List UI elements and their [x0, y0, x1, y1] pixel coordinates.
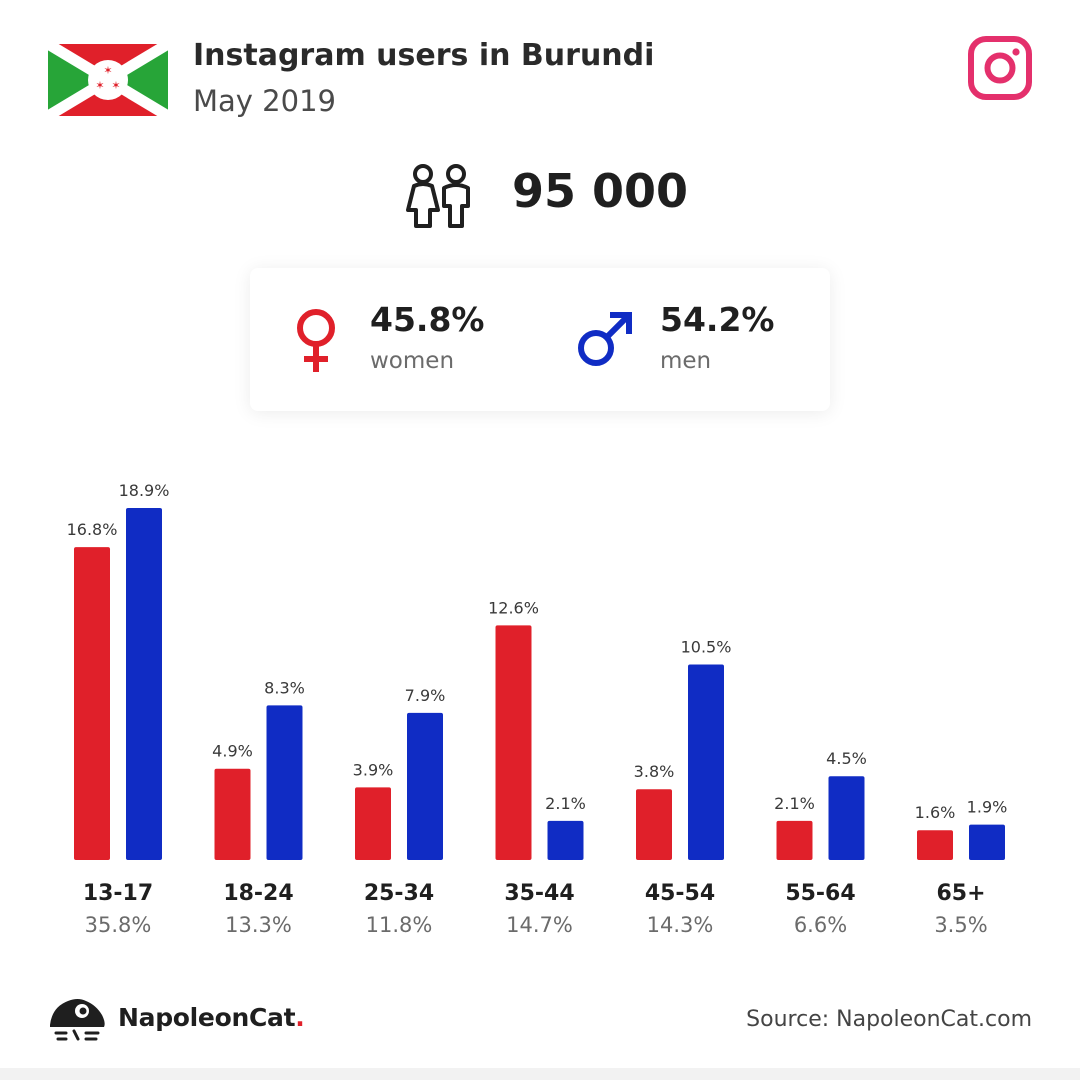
age-gender-bar-chart: 16.8% 18.9% 13-17 35.8% 4.9% 8.3% 18-24 13.3% 3.…: [67, 481, 1008, 937]
category-label: 35-44: [504, 881, 574, 906]
page-subtitle: May 2019: [193, 84, 336, 118]
men-value-label: 7.9%: [405, 686, 446, 705]
women-value-label: 2.1%: [774, 794, 815, 813]
women-value-label: 3.8%: [634, 762, 675, 781]
men-bar: [126, 508, 162, 860]
source-credit: Source: NapoleonCat.com: [746, 1007, 1032, 1032]
women-bar: [214, 768, 251, 860]
women-percent: 45.8%: [370, 300, 485, 339]
women-value-label: 1.6%: [915, 803, 956, 822]
instagram-icon: [968, 36, 1032, 100]
burundi-flag-icon: ✶ ✶ ✶: [48, 44, 168, 116]
category-label: 25-34: [364, 881, 434, 906]
page-title: Instagram users in Burundi: [193, 38, 655, 73]
svg-text:✶: ✶: [103, 64, 112, 77]
women-value-label: 3.9%: [353, 760, 394, 779]
men-bar: [547, 820, 584, 860]
category-total: 14.3%: [647, 913, 714, 937]
gender-split-card: 45.8% women 54.2% men: [250, 268, 830, 411]
category-label: 18-24: [223, 881, 293, 906]
men-bar: [688, 664, 724, 860]
napoleoncat-logo-icon: [50, 999, 105, 1041]
total-users: 95 000: [512, 164, 689, 218]
people-icon: [406, 164, 470, 228]
svg-text:✶: ✶: [95, 79, 104, 92]
category-total: 35.8%: [85, 913, 152, 937]
women-bar: [355, 787, 391, 860]
men-bar: [969, 824, 1005, 860]
men-value-label: 4.5%: [826, 749, 867, 768]
category-label: 65+: [936, 881, 985, 906]
male-symbol-icon: [578, 312, 632, 366]
category-label: 55-64: [785, 881, 855, 906]
women-value-label: 4.9%: [212, 742, 253, 761]
category-total: 14.7%: [506, 913, 573, 937]
category-total: 13.3%: [225, 913, 292, 937]
men-value-label: 10.5%: [681, 637, 732, 656]
men-bar: [266, 705, 303, 860]
women-bar: [776, 820, 813, 860]
men-value-label: 2.1%: [545, 794, 586, 813]
category-label: 13-17: [83, 881, 153, 906]
women-bar: [74, 547, 110, 860]
category-total: 6.6%: [794, 913, 847, 937]
bottom-band: [0, 1068, 1080, 1080]
men-percent: 54.2%: [660, 300, 775, 339]
brand-logo-text: NapoleonCat.: [118, 1003, 305, 1032]
brand-dot: .: [295, 1003, 305, 1032]
women-value-label: 12.6%: [488, 598, 539, 617]
female-symbol-icon: [297, 309, 335, 372]
brand-name: NapoleonCat: [118, 1003, 296, 1032]
men-value-label: 1.9%: [967, 798, 1008, 817]
men-label: men: [660, 348, 712, 374]
women-bar: [636, 789, 672, 860]
men-bar: [407, 712, 443, 860]
men-value-label: 8.3%: [264, 678, 305, 697]
svg-text:✶: ✶: [111, 79, 120, 92]
category-total: 3.5%: [934, 913, 987, 937]
women-value-label: 16.8%: [67, 520, 118, 539]
women-label: women: [370, 348, 455, 374]
category-label: 45-54: [645, 881, 715, 906]
men-bar: [828, 776, 865, 860]
women-bar: [917, 830, 953, 860]
men-value-label: 18.9%: [119, 481, 170, 500]
category-total: 11.8%: [366, 913, 433, 937]
women-bar: [495, 625, 532, 860]
